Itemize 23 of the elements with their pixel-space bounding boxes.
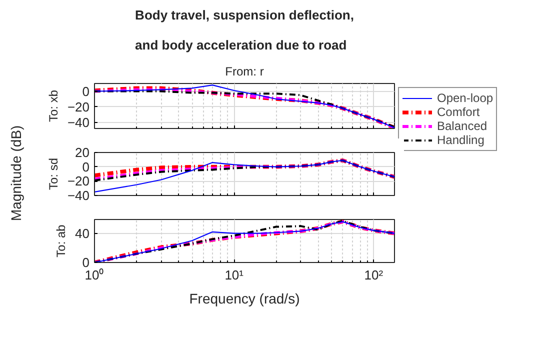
chart-subtitle: From: r — [225, 64, 264, 78]
y-tick-label: 0 — [82, 84, 90, 99]
x-tick-label: 10¹ — [224, 268, 244, 282]
y-tick-label: 20 — [75, 145, 90, 160]
text: Magnitude (dB) — [7, 126, 25, 222]
y-tick-label: −40 — [67, 114, 90, 130]
legend-label: Open-loop — [437, 91, 494, 105]
legend-label: Handling — [437, 133, 484, 147]
y-tick-label: 0 — [82, 159, 90, 174]
y-tick-label: −20 — [67, 99, 90, 114]
y-axis-title: To: sd — [46, 158, 60, 190]
legend-label: Balanced — [437, 119, 488, 133]
chart-title: Body travel, suspension deflection, and body acceleration due to road — [135, 8, 354, 52]
x-tick-label: 10⁰ — [84, 268, 104, 282]
x-tick-label: 10² — [364, 268, 384, 282]
y-axis-title: To: ab — [54, 224, 68, 258]
y-tick-label: 0 — [82, 255, 90, 270]
y-tick-label: 40 — [75, 226, 90, 241]
y-tick-label: −40 — [67, 188, 90, 203]
x-axis-title: Frequency (rad/s) — [189, 290, 300, 306]
legend-label: Comfort — [437, 105, 480, 119]
y-tick-label: −20 — [67, 174, 90, 189]
y-axis-title: To: xb — [46, 90, 60, 122]
